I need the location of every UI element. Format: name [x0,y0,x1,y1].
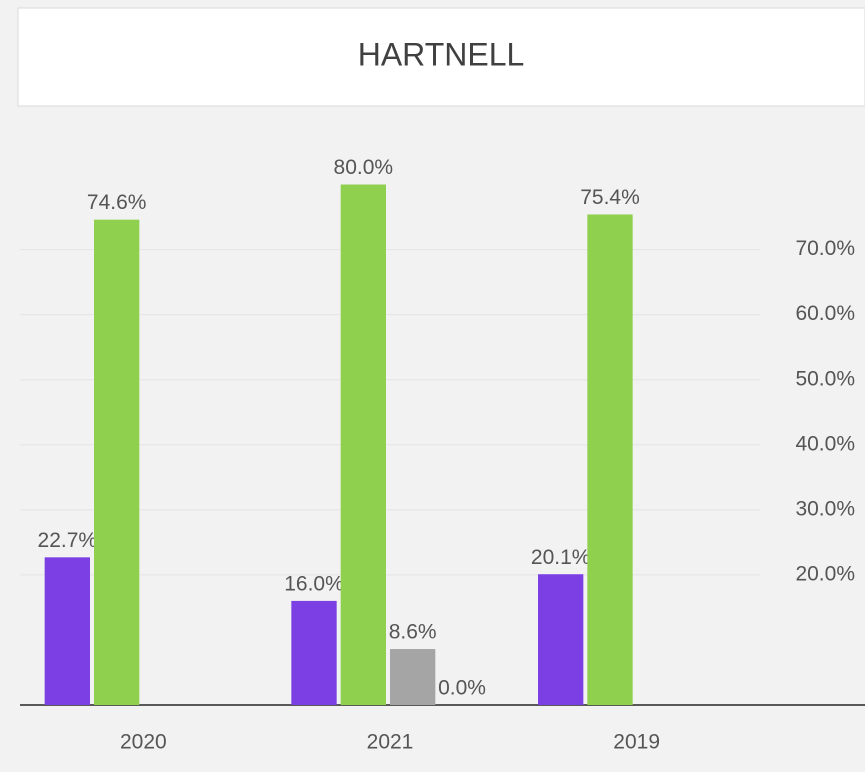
x-tick-label: 2021 [367,731,414,754]
bar [390,649,436,705]
y-tick-label: 70.0% [795,237,855,260]
y-tick-label: 20.0% [795,562,855,585]
chart-title: HARTNELL [358,36,525,72]
value-label: 22.7% [38,529,98,552]
value-label: 16.0% [284,572,344,595]
bar [94,219,140,705]
y-tick-label: 30.0% [795,497,855,520]
value-label: 8.6% [389,621,437,644]
x-tick-label: 2020 [120,731,167,754]
bar [340,184,386,705]
value-label: 74.6% [87,191,147,214]
value-label: 20.1% [531,546,591,569]
bar [44,557,90,705]
y-tick-label: 40.0% [795,432,855,455]
bar [538,574,584,705]
value-label: 0.0% [438,677,486,700]
y-tick-label: 50.0% [795,367,855,390]
bar [291,600,337,705]
x-tick-label: 2019 [613,731,660,754]
y-tick-label: 60.0% [795,302,855,325]
title-box [17,7,865,107]
value-label: 75.4% [580,186,640,209]
bar [587,214,633,705]
value-label: 80.0% [334,156,394,179]
